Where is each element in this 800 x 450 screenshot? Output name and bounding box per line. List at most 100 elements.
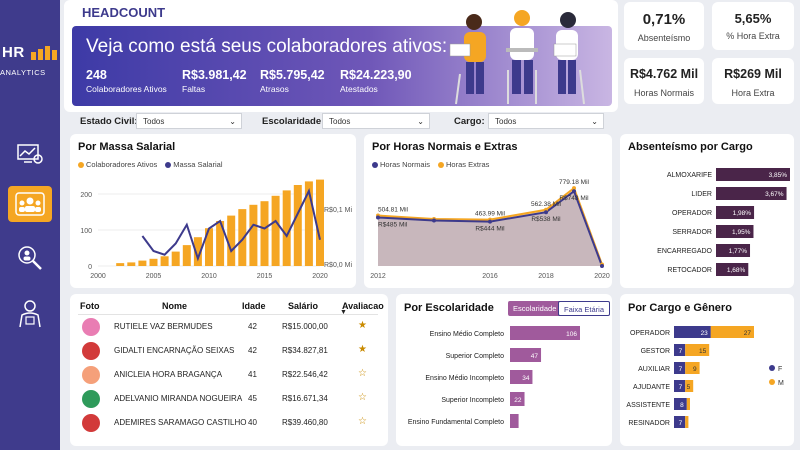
chevron-down-icon: ⌄ — [229, 117, 236, 126]
bar-absenteismo — [716, 263, 749, 276]
right-axis-label: R$0,0 Mi — [324, 262, 352, 269]
data-label-m: 15 — [699, 348, 707, 355]
stat-value: R$5.795,42 — [260, 68, 325, 82]
avatar — [82, 366, 100, 384]
kpi-value: 0,71% — [642, 11, 686, 28]
bar-colaboradores — [171, 251, 180, 266]
point-horas-normais — [488, 219, 492, 224]
category-label: AUXILIAR — [638, 366, 670, 373]
cell-name: ADEMIRES SARAMAGO CASTILHO — [114, 418, 247, 427]
data-label: 47 — [531, 353, 539, 360]
nav-employee[interactable] — [8, 296, 52, 332]
legend-dot — [165, 162, 172, 169]
legend-item: Horas Normais — [372, 160, 430, 169]
people-search-icon — [18, 246, 42, 270]
filter-estado-civil-dropdown[interactable]: Todos ⌄ — [136, 113, 242, 129]
kpi-value: R$4.762 Mil — [629, 67, 699, 81]
stat-atestados: R$24.223,90 Atestados — [340, 68, 412, 94]
page-title: HEADCOUNT — [82, 5, 166, 20]
data-label: 1,77% — [729, 248, 748, 255]
bar-colaboradores — [282, 190, 291, 266]
x-tick-label: 2015 — [257, 273, 273, 280]
col-header-salario[interactable]: Salário — [288, 301, 319, 311]
x-tick-label: 2020 — [594, 273, 610, 280]
x-tick-label: 2016 — [482, 273, 498, 280]
toggle-faixa-etaria[interactable]: Faixa Etária — [558, 301, 611, 316]
legend-dot — [78, 162, 84, 169]
cell-age: 41 — [248, 370, 257, 379]
filter-cargo-dropdown[interactable]: Todos ⌄ — [488, 113, 604, 129]
point-horas-normais — [376, 215, 380, 220]
legend-label: Massa Salarial — [173, 160, 223, 169]
stat-atrasos: R$5.795,42 Atrasos — [260, 68, 325, 94]
point-horas-normais — [432, 218, 436, 223]
stat-label: Atestados — [340, 84, 378, 94]
data-label: 22 — [514, 397, 522, 404]
dropdown-value: Todos — [143, 117, 165, 126]
x-tick-label: 2018 — [538, 273, 554, 280]
chevron-down-icon: ⌄ — [417, 117, 424, 126]
legend-dot — [438, 162, 445, 169]
bar-logo-icon — [31, 46, 57, 60]
filter-estado-civil-label: Estado Civil: — [80, 116, 138, 127]
category-label: RETOCADOR — [667, 267, 712, 274]
col-header-idade[interactable]: Idade — [242, 301, 266, 311]
cargo-genero-svg: OPERADOR 23 27 GESTOR 7 15 AUXILIAR 7 9 AJUDANTE 7… — [626, 326, 784, 428]
team-illustration — [449, 10, 585, 105]
line-massa-salarial — [141, 188, 321, 262]
nav-headcount[interactable] — [8, 186, 52, 222]
cell-name: ADELVANIO MIRANDA NOGUEIRA — [114, 394, 243, 403]
bar-feminino — [674, 380, 686, 392]
bar-absenteismo — [716, 206, 755, 219]
point-horas-normais — [600, 264, 604, 268]
filter-cargo-label: Cargo: — [454, 116, 485, 127]
col-header-avaliacao[interactable]: Avaliacao — [342, 301, 384, 311]
bar-escolaridade — [510, 370, 533, 384]
data-label-normais: R$485 Mil — [378, 222, 408, 229]
bar-colaboradores — [227, 215, 236, 266]
chart-title: Absenteísmo por Cargo — [628, 141, 753, 153]
data-label-extras: 779.18 Mil — [559, 179, 590, 186]
data-label-m: 27 — [744, 330, 752, 337]
stat-label: Colaboradores Ativos — [86, 84, 167, 94]
category-label: RESINADOR — [628, 420, 670, 427]
sort-desc-icon[interactable]: ▼ — [340, 309, 347, 316]
y-tick-label: 200 — [80, 192, 92, 199]
cell-salary: R$39.460,80 — [282, 418, 328, 427]
bar-colaboradores — [238, 209, 247, 266]
stat-label: Atrasos — [260, 84, 289, 94]
nav-dashboard[interactable] — [8, 136, 52, 172]
col-header-nome[interactable]: Nome — [162, 301, 188, 311]
category-label: ASSISTENTE — [626, 402, 670, 409]
x-tick-label: 2005 — [146, 273, 162, 280]
cell-name: ANICLEIA HORA BRAGANÇA — [114, 370, 223, 379]
area-horas-normais — [378, 191, 602, 266]
data-label-m: 5 — [687, 384, 691, 391]
cell-name: RUTIELE VAZ BERMUDES — [114, 322, 213, 331]
bar-colaboradores — [304, 181, 313, 266]
legend-label-m: M — [778, 380, 784, 387]
employee-table-panel: Foto Nome Idade Salário Avaliacao ▼ RUTI… — [70, 294, 388, 446]
data-label-normais: R$538 Mil — [531, 216, 561, 223]
category-label: ENCARREGADO — [657, 248, 712, 255]
employee-icon — [19, 300, 41, 328]
cell-salary: R$16.671,34 — [282, 394, 328, 403]
nav-search-people[interactable] — [8, 240, 52, 276]
legend-label: Colaboradores Ativos — [86, 160, 158, 169]
cell-salary: R$22.546,42 — [282, 370, 328, 379]
kpi-absenteismo: 0,71% Absenteísmo — [624, 2, 704, 50]
absenteismo-svg: ALMOXARIFE 3,85% LIDER 3,67% OPERADOR 1,98% SE… — [657, 168, 790, 276]
kpi-hora-extra: R$269 Mil Hora Extra — [712, 58, 794, 104]
data-label-normais: R$748 Mil — [559, 195, 589, 202]
bar-feminino — [674, 416, 686, 428]
star-half-icon: ☆ — [358, 416, 367, 427]
category-label: OPERADOR — [630, 330, 670, 337]
stat-faltas: R$3.981,42 Faltas — [182, 68, 247, 94]
right-axis-label: R$0,1 Mi — [324, 207, 352, 214]
category-label: GESTOR — [641, 348, 670, 355]
data-label: 1,68% — [727, 267, 746, 274]
filter-escolaridade-dropdown[interactable]: Todos ⌄ — [322, 113, 430, 129]
avatar — [82, 342, 100, 360]
horas-svg: 504.81 Mil R$485 Mil 463.99 Mil R$444 Mil 56… — [370, 179, 610, 280]
toggle-escolaridade[interactable]: Escolaridade — [508, 301, 562, 316]
